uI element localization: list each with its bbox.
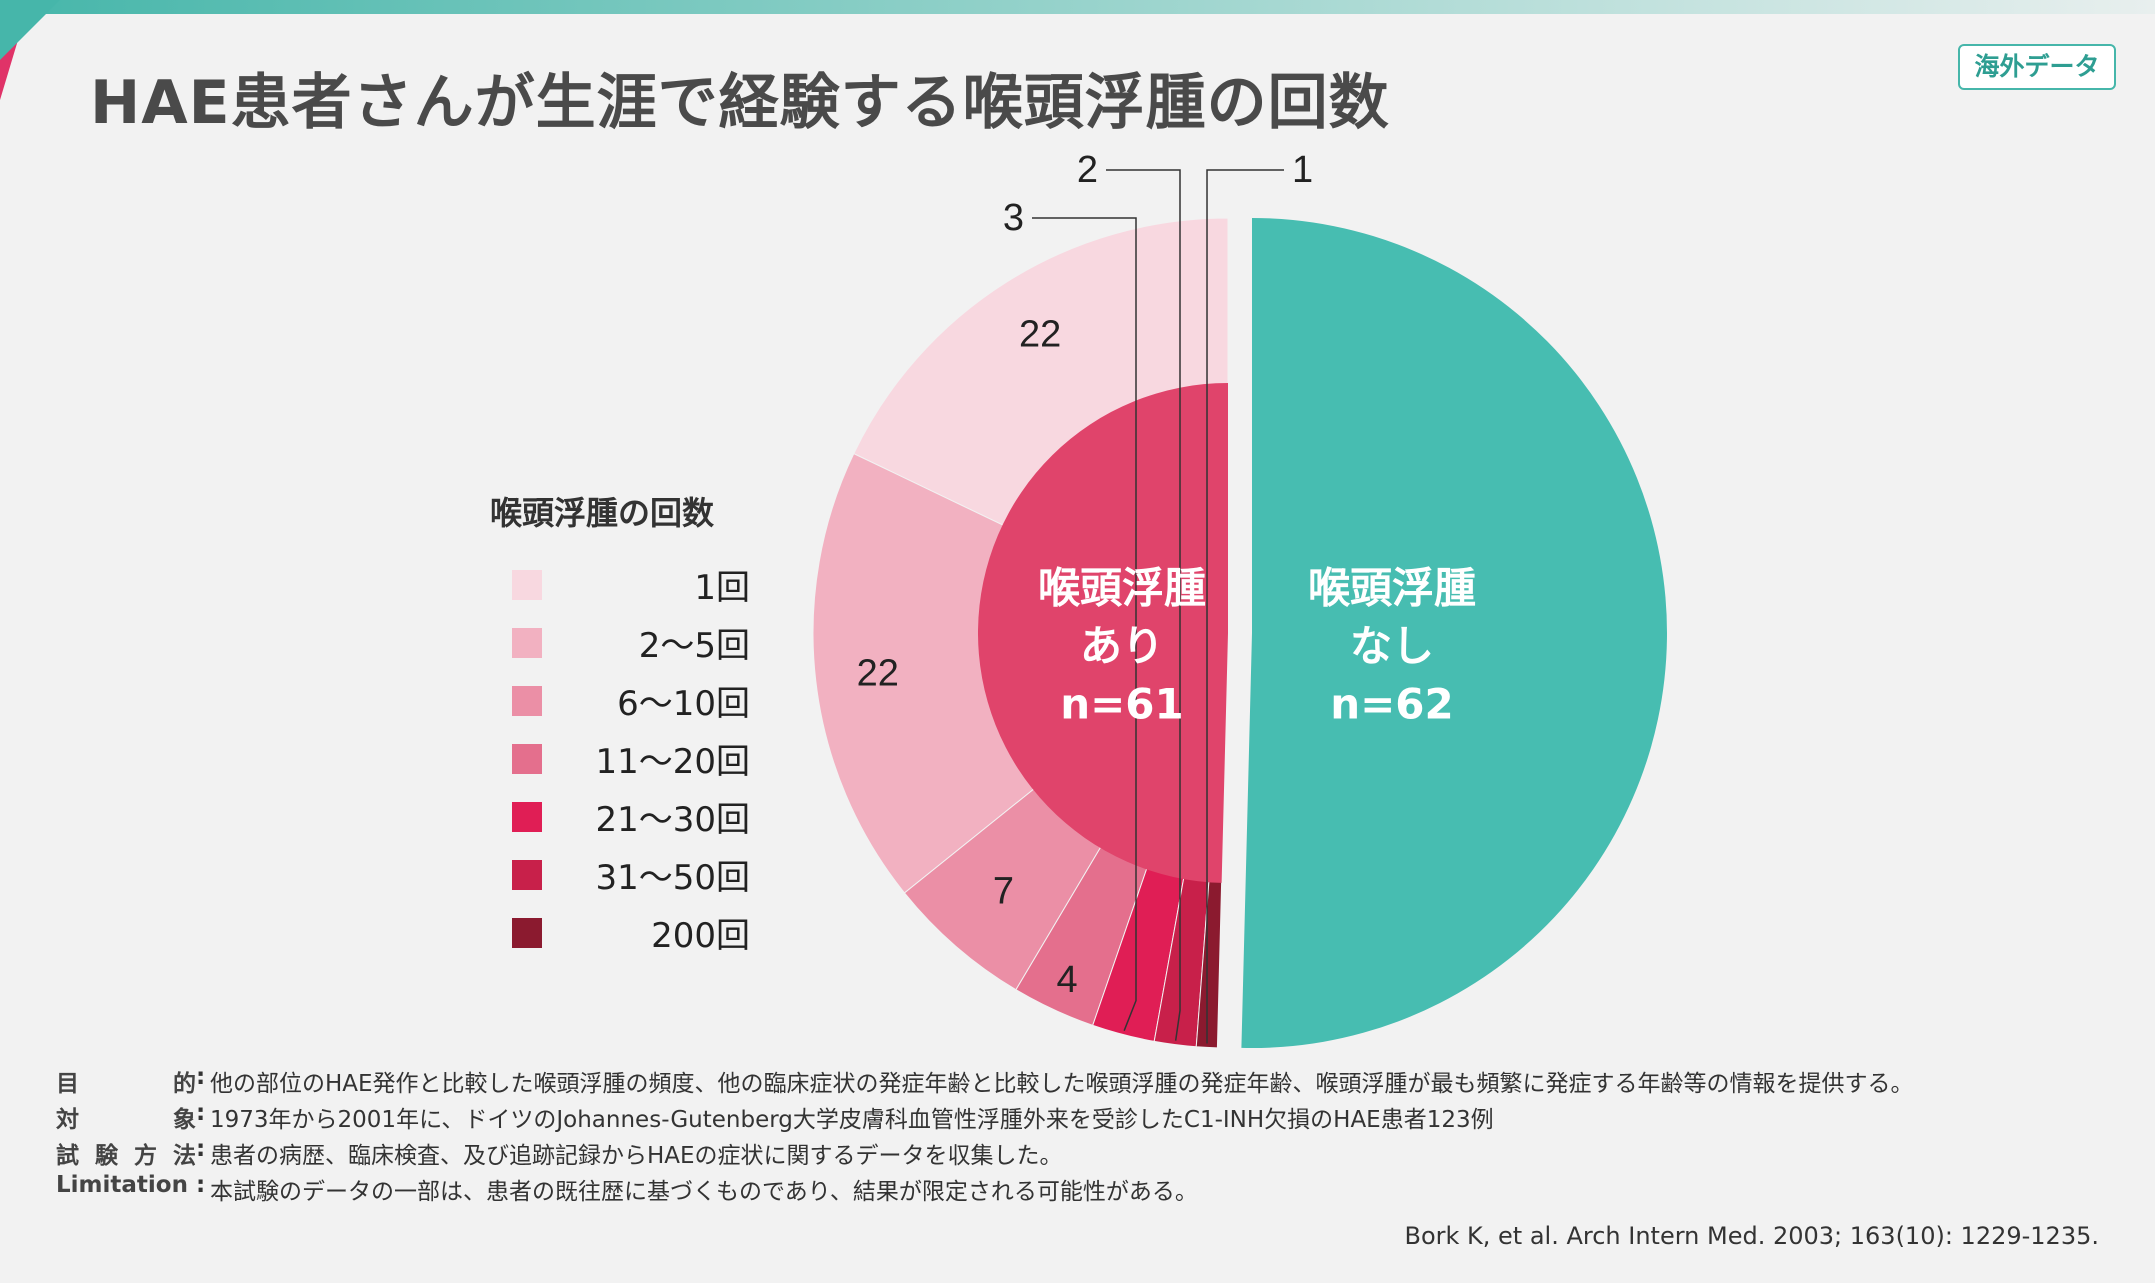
note-text: 1973年から2001年に、ドイツのJohannes-Gutenberg大学皮膚… <box>210 1107 1494 1133</box>
legend-label: 6〜10回 <box>617 684 750 724</box>
legend-swatch <box>512 686 542 716</box>
leader-line <box>1032 217 1137 1031</box>
legend-item: 11〜20回 <box>490 730 750 788</box>
note-row: 目的: 他の部位のHAE発作と比較した喉頭浮腫の頻度、他の臨床症状の発症年齢と比較… <box>56 1064 1914 1100</box>
center-label-yes: 喉頭浮腫 <box>1038 564 1206 613</box>
data-label: 22 <box>857 652 899 694</box>
legend-label: 21〜30回 <box>595 800 750 840</box>
data-label: 4 <box>1057 959 1078 1001</box>
center-label-yes: n=61 <box>1060 680 1184 729</box>
center-label-yes: あり <box>1080 622 1164 671</box>
legend-label: 200回 <box>651 916 750 956</box>
study-notes: 目的: 他の部位のHAE発作と比較した喉頭浮腫の頻度、他の臨床症状の発症年齢と比較… <box>56 1064 1914 1208</box>
legend-item: 21〜30回 <box>490 788 750 846</box>
legend-label: 31〜50回 <box>595 858 750 898</box>
note-label: Limitation <box>56 1172 188 1198</box>
note-label: 目的 <box>56 1071 196 1097</box>
data-label: 1 <box>1292 149 1313 191</box>
note-label: 試験方法 <box>56 1143 196 1169</box>
page-title: HAE患者さんが生涯で経験する喉頭浮腫の回数 <box>90 68 1390 138</box>
note-label: 対象 <box>56 1107 196 1133</box>
citation: Bork K, et al. Arch Intern Med. 2003; 16… <box>1404 1222 2099 1250</box>
note-text: 患者の病歴、臨床検査、及び追跡記録からHAEの症状に関するデータを収集した。 <box>210 1143 1063 1169</box>
note-row: 試験方法: 患者の病歴、臨床検査、及び追跡記録からHAEの症状に関するデータを収集… <box>56 1136 1914 1172</box>
legend-label: 1回 <box>694 568 750 608</box>
note-colon: : <box>196 1064 206 1090</box>
legend-item: 2〜5回 <box>490 614 750 672</box>
legend-label: 2〜5回 <box>638 626 750 666</box>
legend-swatch <box>512 802 542 832</box>
legend-item: 6〜10回 <box>490 672 750 730</box>
center-label-no: n=62 <box>1330 680 1454 729</box>
legend-item: 200回 <box>490 904 750 962</box>
note-text: 他の部位のHAE発作と比較した喉頭浮腫の頻度、他の臨床症状の発症年齢と比較した喉… <box>210 1071 1914 1097</box>
legend-swatch <box>512 744 542 774</box>
center-label-no: 喉頭浮腫 <box>1308 564 1476 613</box>
legend-item: 1回 <box>490 556 750 614</box>
legend-title: 喉頭浮腫の回数 <box>490 494 715 532</box>
note-colon: : <box>196 1100 206 1126</box>
data-label: 22 <box>1019 314 1061 356</box>
overseas-data-badge: 海外データ <box>1958 44 2116 90</box>
leader-line <box>1206 169 1284 1044</box>
leader-line <box>1106 169 1181 1041</box>
note-colon: : <box>196 1136 206 1162</box>
legend: 喉頭浮腫の回数 1回 2〜5回 6〜10回 11〜20回 21〜30回 31〜50回 200… <box>490 488 750 962</box>
legend-swatch <box>512 918 542 948</box>
inner-slice-yes <box>977 383 1228 883</box>
data-label: 7 <box>993 871 1014 913</box>
slice-no-edema <box>1241 218 1667 1048</box>
note-row: 対象:1973年から2001年に、ドイツのJohannes-Gutenberg大… <box>56 1100 1914 1136</box>
center-label-no: なし <box>1350 622 1434 671</box>
legend-swatch <box>512 628 542 658</box>
legend-swatch <box>512 570 542 600</box>
note-row: Limitation: 本試験のデータの一部は、患者の既往歴に基づくものであり、結… <box>56 1172 1914 1208</box>
top-accent-bar <box>0 0 2155 14</box>
note-text: 本試験のデータの一部は、患者の既往歴に基づくものであり、結果が限定される可能性が… <box>210 1179 1198 1205</box>
corner-accent-teal <box>0 0 60 60</box>
legend-item: 31〜50回 <box>490 846 750 904</box>
legend-label: 11〜20回 <box>595 742 750 782</box>
data-label: 2 <box>1077 149 1098 191</box>
data-label: 3 <box>1003 197 1024 239</box>
note-colon: : <box>196 1172 206 1198</box>
legend-swatch <box>512 860 542 890</box>
